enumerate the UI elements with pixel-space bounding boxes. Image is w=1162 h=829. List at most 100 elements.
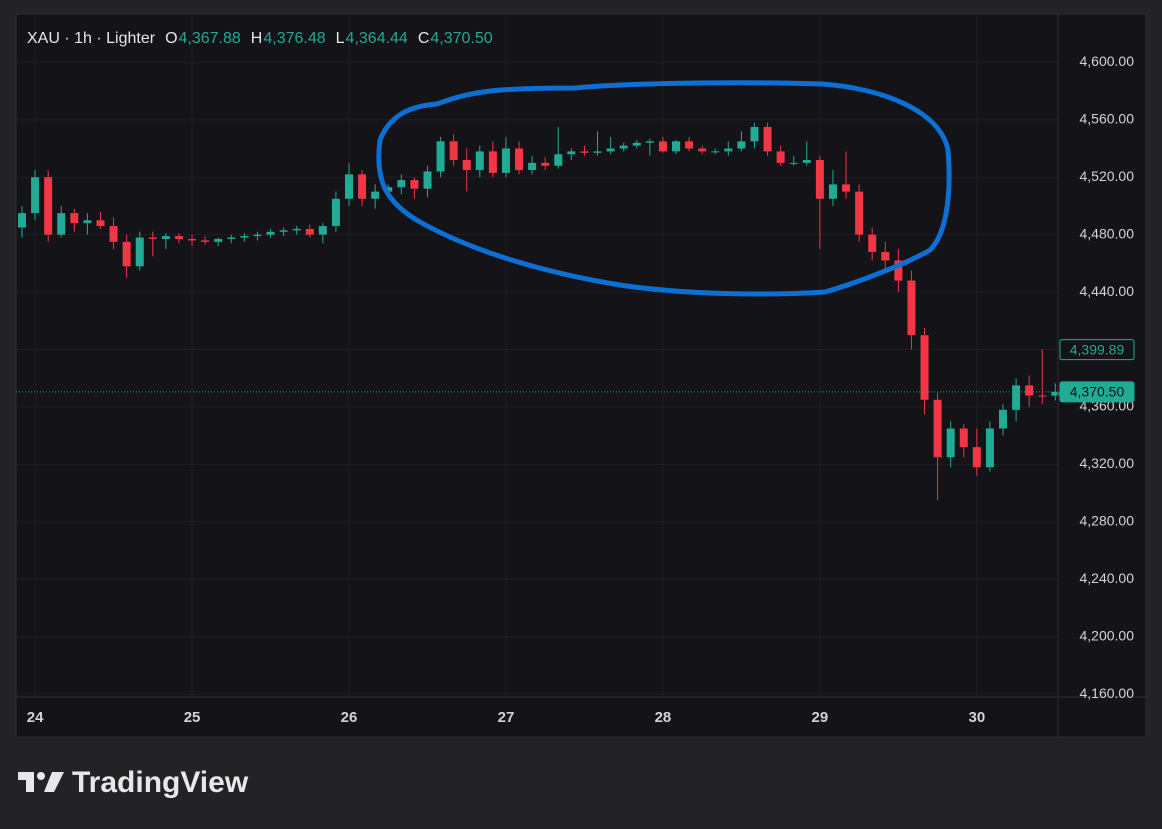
candle-body [685, 141, 694, 149]
y-tick-label: 4,280.00 [1080, 513, 1135, 529]
candle-body [201, 240, 210, 242]
logo-mark [18, 772, 34, 792]
x-tick-label: 25 [184, 709, 201, 726]
candle-body [214, 238, 223, 242]
ohlc-value: 4,364.44 [346, 30, 408, 47]
candle-body [868, 234, 877, 252]
y-tick-label: 4,240.00 [1080, 570, 1135, 586]
candle-body [645, 141, 654, 143]
price-tag-label: 4,399.89 [1070, 341, 1125, 357]
candle-body [462, 159, 471, 171]
candle-body [122, 241, 131, 267]
price-tag-box [1059, 339, 1135, 361]
candle-body [410, 180, 419, 189]
chart-panel [15, 13, 1147, 738]
candle-body [580, 151, 589, 153]
candle-body [632, 142, 641, 146]
ohlc-legend: O 4,367.88 H 4,376.48 L 4,364.44 C 4,370.50 [165, 30, 493, 47]
candle-body [18, 213, 26, 228]
ohlc-value: 4,370.50 [430, 30, 492, 47]
candle-body [985, 428, 994, 468]
candle-body [44, 177, 53, 235]
candle-body [174, 236, 183, 239]
candle-body [358, 174, 367, 199]
candles [18, 122, 1060, 501]
ohlc-key: O [165, 30, 177, 47]
x-tick-label: 29 [812, 709, 829, 726]
candle-body [1051, 391, 1060, 396]
candle-body [266, 231, 275, 235]
candle-body [449, 141, 458, 160]
y-tick-label: 4,320.00 [1080, 455, 1135, 471]
price-tag-label: 4,370.50 [1070, 384, 1125, 400]
price-tag-box [1059, 381, 1135, 403]
candle-body [501, 148, 510, 173]
candle-body [855, 191, 864, 235]
candle-body [148, 237, 157, 239]
candle-body [789, 162, 798, 164]
candle-body [750, 126, 759, 142]
candle-body [724, 148, 733, 152]
y-tick-label: 4,200.00 [1080, 627, 1135, 643]
candle-body [1012, 385, 1021, 410]
candle-body [815, 159, 824, 199]
logo-slash [44, 772, 64, 792]
candle-body [96, 220, 105, 227]
candle-body [488, 151, 497, 173]
y-tick-label: 4,440.00 [1080, 283, 1135, 299]
candle-body [279, 230, 288, 232]
ohlc-key: L [336, 30, 345, 47]
ohlc-key: C [418, 30, 430, 47]
hand-drawn-circle [376, 80, 952, 297]
candle-body [842, 184, 851, 192]
candle-body [737, 141, 746, 149]
candle-body [946, 428, 955, 458]
candle-body [567, 151, 576, 155]
candle-body [318, 226, 327, 235]
candle-body [227, 237, 236, 239]
candle-body [802, 159, 811, 163]
x-tick-label: 28 [655, 709, 672, 726]
candle-body [292, 228, 301, 231]
candle-body [135, 237, 144, 267]
candle-body [999, 409, 1007, 429]
y-tick-label: 4,160.00 [1080, 685, 1135, 701]
x-tick-label: 30 [968, 709, 985, 726]
candle-body [57, 213, 66, 235]
x-tick-label: 24 [27, 709, 44, 726]
candle-body [70, 213, 79, 224]
y-tick-label: 4,480.00 [1080, 225, 1135, 241]
candle-body [894, 260, 903, 281]
candle-body [698, 148, 707, 152]
candle-body [515, 148, 524, 171]
candle-body [240, 236, 249, 238]
candle-body [554, 154, 563, 166]
ohlc-value: 4,367.88 [179, 30, 241, 47]
candle-body [31, 177, 40, 214]
candle-body [933, 399, 942, 458]
candle-body [188, 238, 197, 241]
candle-body [920, 335, 929, 400]
candle-body [541, 162, 550, 166]
candle-body [763, 126, 772, 152]
chart-title: XAU · 1h · Lighter [27, 30, 156, 47]
candle-body [907, 280, 916, 336]
candle-body [305, 228, 314, 235]
candle-body [776, 151, 785, 163]
candle-body [423, 171, 432, 189]
candle-body [959, 428, 968, 448]
ohlc-value: 4,376.48 [263, 30, 325, 47]
candle-body [475, 151, 484, 171]
candle-body [109, 226, 118, 242]
logo-dot [37, 772, 45, 780]
candle-body [83, 220, 92, 224]
y-tick-label: 4,520.00 [1080, 168, 1135, 184]
candle-body [658, 141, 667, 152]
brand-logo: TradingView [18, 766, 249, 799]
candle-body [397, 180, 406, 188]
candle-body [672, 141, 680, 152]
brand-name: TradingView [72, 766, 249, 799]
y-tick-label: 4,560.00 [1080, 110, 1135, 126]
candle-body [1025, 385, 1034, 396]
